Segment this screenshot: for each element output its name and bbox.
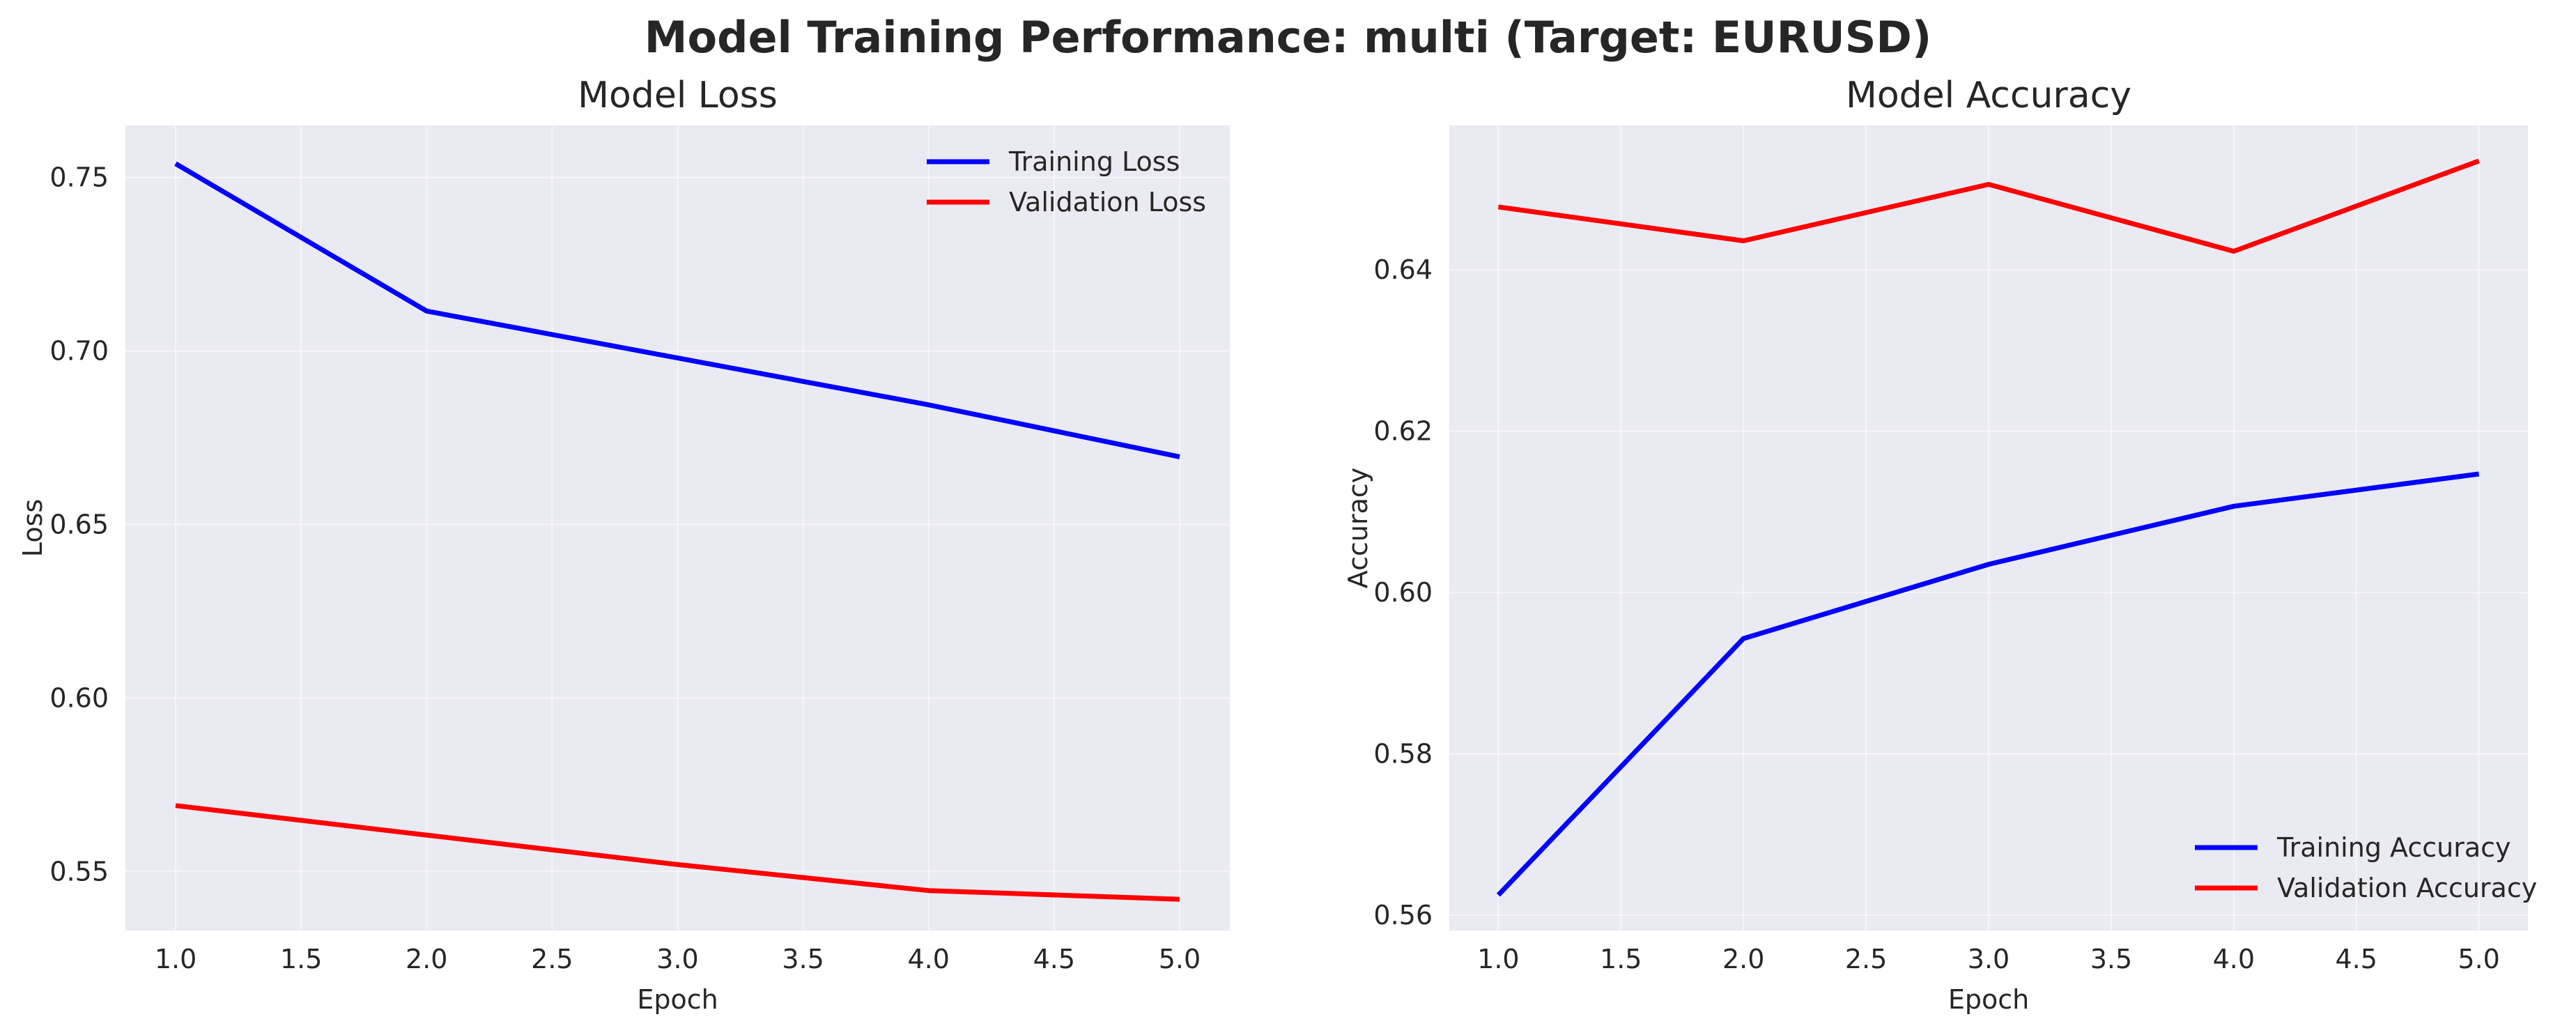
series-line-training-loss [174,161,1180,459]
y-tick-label: 0.75 [49,162,109,193]
x-tick-label: 1.0 [1477,944,1519,974]
legend-label: Training Loss [1008,146,1180,177]
x-tick-label: 1.5 [280,944,322,974]
chart-panel-1: 1.0 1.5 2.0 2.5 3.0 3.5 4.0 4.5 5.0 0.55 0.60 0.65 0… [17,75,1230,1015]
x-tick-label: 1.0 [155,944,196,974]
y-tick-label: 0.60 [1373,577,1433,608]
legend-label: Validation Loss [1009,187,1206,217]
series-line-training-accuracy [1496,471,2480,897]
y-tick-label: 0.56 [1373,900,1433,931]
x-tick-label: 4.5 [1033,944,1075,974]
x-axis-label: Epoch [637,984,718,1015]
chart-panel-2: 1.0 1.5 2.0 2.5 3.0 3.5 4.0 4.5 5.0 0.56 0.58 0.60 0… [1343,75,2537,1015]
y-tick-label: 0.70 [49,336,109,367]
y-tick-label: 0.64 [1373,254,1433,285]
x-tick-label: 4.5 [2336,944,2377,974]
y-tick-label: 0.55 [49,856,109,887]
x-tick-label: 2.5 [531,944,573,974]
x-tick-label: 2.0 [406,944,447,974]
y-tick-label: 0.60 [49,682,109,713]
x-tick-label: 5.0 [2458,944,2499,974]
x-tick-label: 3.0 [656,944,698,974]
y-axis-label: Accuracy [1343,468,1373,589]
chart-title: Model Loss [578,75,778,116]
y-axis-label: Loss [17,499,48,557]
x-tick-label: 4.0 [908,944,950,974]
y-tick-label: 0.65 [49,510,109,540]
legend-label: Validation Accuracy [2277,873,2537,903]
legend-label: Training Accuracy [2276,832,2511,863]
x-tick-label: 5.0 [1159,944,1201,974]
y-tick-label: 0.62 [1373,416,1433,447]
x-tick-label: 2.0 [1722,944,1764,974]
x-tick-label: 2.5 [1845,944,1887,974]
figure-title: Model Training Performance: multi (Targe… [644,12,1932,63]
x-tick-label: 3.5 [782,944,824,974]
series-line-validation-loss [175,803,1180,902]
x-axis-label: Epoch [1948,984,2029,1015]
x-tick-label: 1.5 [1600,944,1642,974]
chart-title: Model Accuracy [1846,75,2131,116]
x-tick-label: 4.0 [2213,944,2255,974]
x-tick-label: 3.5 [2090,944,2132,974]
y-tick-label: 0.58 [1373,739,1433,770]
series-line-validation-accuracy [1497,158,2480,254]
x-tick-label: 3.0 [1968,944,2010,974]
